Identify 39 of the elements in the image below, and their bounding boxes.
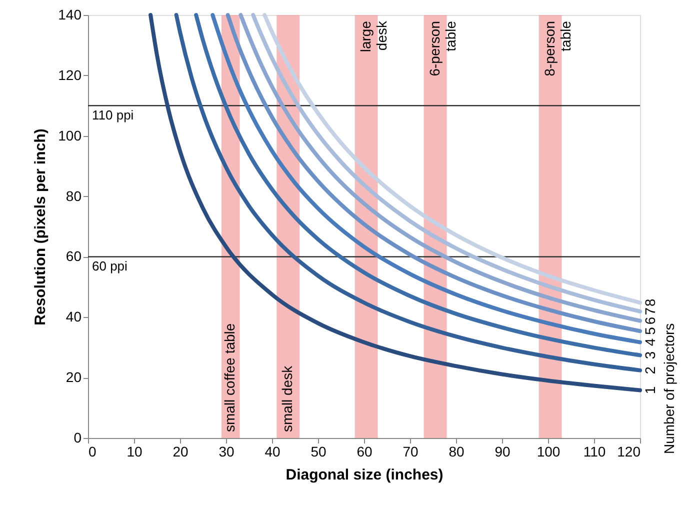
x-tick-label: 30 <box>218 444 234 460</box>
band-label: 6-person table <box>426 20 458 76</box>
text: 7 <box>642 307 658 316</box>
ref-line-label: 110 ppi <box>92 108 134 123</box>
y-tick-label: 0 <box>74 430 82 446</box>
y-tick-label: 20 <box>66 369 82 386</box>
y-tick-label: 80 <box>66 188 82 204</box>
text: 4 <box>642 338 658 346</box>
legend-title: Number of projectors <box>661 323 677 454</box>
text: 3 <box>642 351 658 360</box>
ref-line-label: 60 ppi <box>92 258 128 274</box>
x-tick-label: 80 <box>448 444 464 460</box>
text: 2 <box>642 366 658 374</box>
x-tick-label: 0 <box>88 444 96 460</box>
x-tick-label: 120 <box>617 444 641 460</box>
y-axis-title: Resolution (pixels per inch) <box>32 128 50 326</box>
y-tick-label: 60 <box>66 248 82 264</box>
y-tick-label: 120 <box>58 66 82 83</box>
text: 8 <box>642 298 658 307</box>
x-tick-label: 100 <box>536 444 560 460</box>
x-tick-label: 110 <box>583 444 606 460</box>
x-tick-label: 50 <box>310 444 326 460</box>
x-tick-label: 10 <box>126 444 142 460</box>
x-tick-label: 70 <box>402 444 418 460</box>
text: 5 <box>642 326 658 335</box>
x-tick-label: 90 <box>494 444 510 460</box>
x-tick-label: 40 <box>264 444 280 460</box>
band-label: 8-person table <box>541 20 574 76</box>
y-tick-label: 100 <box>58 127 82 144</box>
x-tick-label: 20 <box>172 444 188 460</box>
band-label: small desk <box>279 364 296 432</box>
y-tick-label: 40 <box>66 308 82 325</box>
x-tick-label: 60 <box>356 444 372 460</box>
band-label: small coffee table <box>222 323 238 432</box>
text: 6 <box>642 316 658 325</box>
y-tick-label: 140 <box>58 6 82 22</box>
x-axis-title: Diagonal size (inches) <box>286 466 444 484</box>
text: 1 <box>642 386 658 394</box>
band-label: large desk <box>357 20 390 52</box>
